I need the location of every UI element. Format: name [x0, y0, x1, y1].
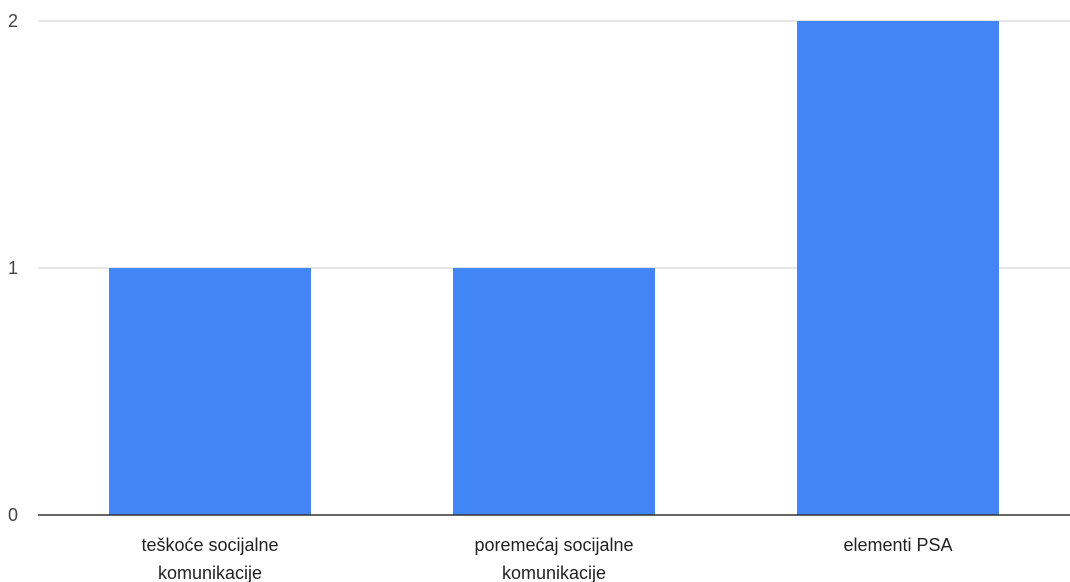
y-tick-label-0: 0: [8, 505, 18, 525]
x-axis-ticks: teškoće socijalne komunikacije poremećaj s…: [141, 535, 952, 582]
bar-1: [453, 268, 655, 515]
bar-2: [797, 21, 999, 515]
x-tick-label-1: poremećaj socijalne komunikacije: [474, 535, 633, 582]
y-axis-ticks: 0 1 2: [8, 11, 18, 525]
bars: [109, 21, 999, 515]
y-tick-label-2: 2: [8, 11, 18, 31]
bar-0: [109, 268, 311, 515]
x-tick-label-0: teškoće socijalne komunikacije: [141, 535, 278, 582]
y-tick-label-1: 1: [8, 258, 18, 278]
x-tick-label-2: elementi PSA: [843, 535, 952, 555]
